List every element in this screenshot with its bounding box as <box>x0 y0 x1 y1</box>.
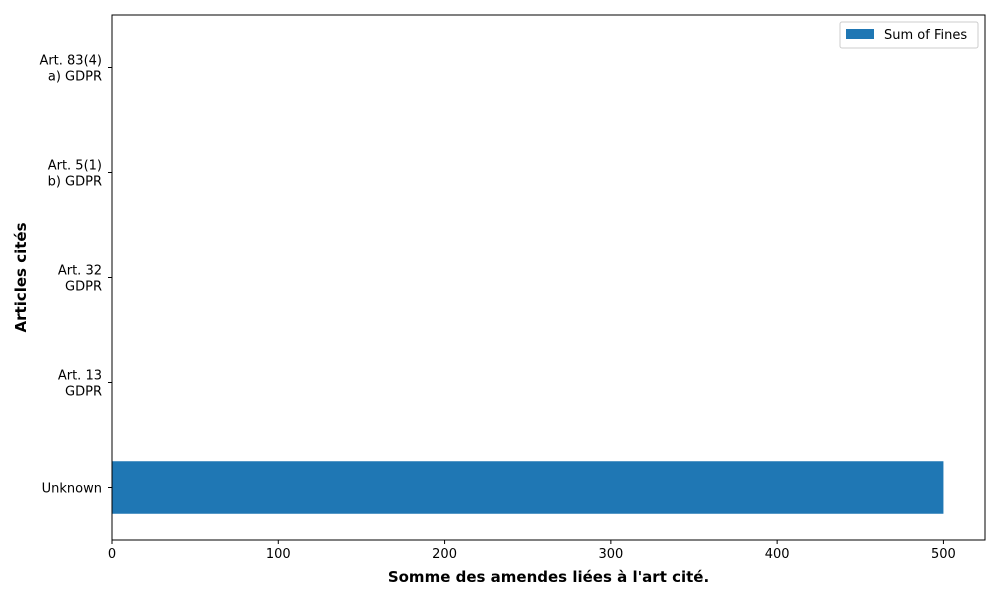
y-tick-label: Art. 83(4) a) GDPR <box>39 54 102 85</box>
y-tick-label: Art. 13 GDPR <box>58 369 102 400</box>
y-axis-ticks: Unknown Art. 13 GDPR Art. 32 GDPR Art. 5(1) b)… <box>39 54 112 497</box>
x-tick-label: 300 <box>598 547 623 562</box>
legend-swatch <box>846 29 874 39</box>
x-tick-label: 100 <box>266 547 291 562</box>
x-axis-title: Somme des amendes liées à l'art cité. <box>388 568 709 586</box>
x-tick-label: 200 <box>432 547 457 562</box>
x-tick-label: 0 <box>108 547 116 562</box>
x-tick-label: 500 <box>931 547 956 562</box>
y-axis-title: Articles cités <box>12 222 30 332</box>
bar-0 <box>112 461 944 514</box>
y-tick-label: Art. 5(1) b) GDPR <box>48 159 102 190</box>
legend: Sum of Fines <box>839 21 979 49</box>
y-tick-label: Art. 32 GDPR <box>58 264 102 295</box>
legend-entry-sum-of-fines: Sum of Fines <box>884 28 967 43</box>
legend-box <box>839 21 979 49</box>
x-axis-ticks: 0 100 200 300 400 500 <box>108 540 956 562</box>
x-tick-label: 400 <box>765 547 790 562</box>
y-tick-label: Unknown <box>42 482 102 497</box>
bars-group <box>112 461 944 514</box>
